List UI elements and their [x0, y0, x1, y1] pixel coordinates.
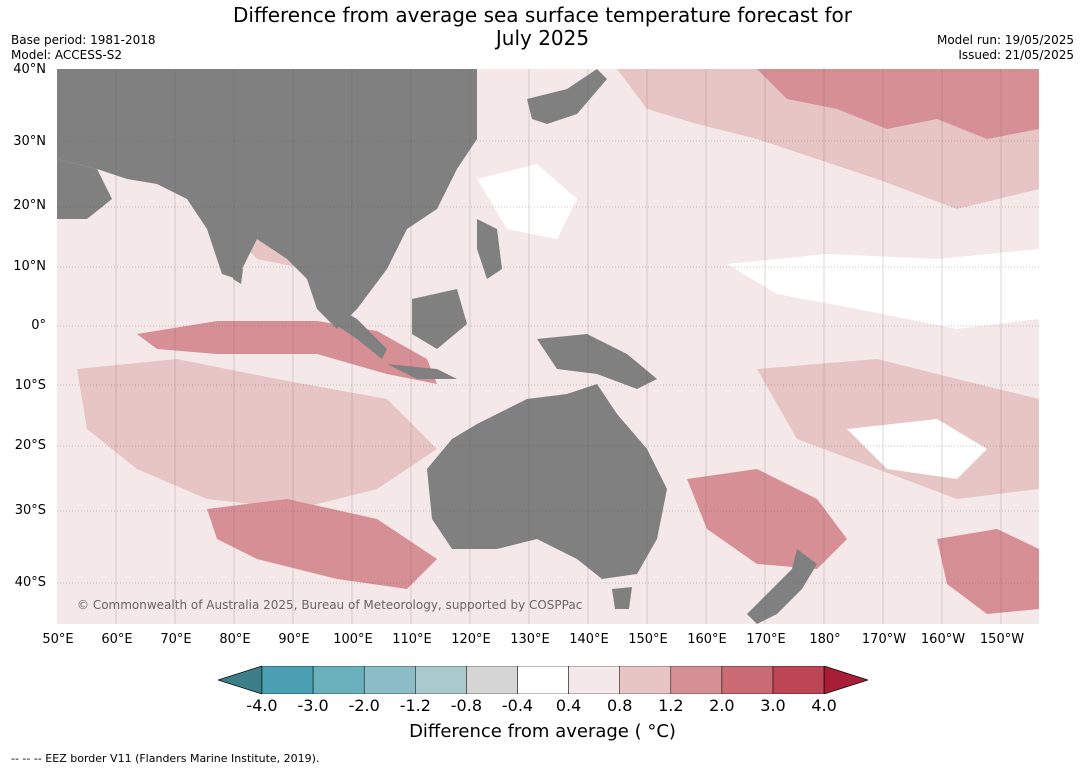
anomaly-neutral-westpacific	[477, 164, 577, 239]
lat-label: 10°S	[14, 378, 46, 393]
lon-label: 110°E	[392, 632, 432, 647]
colorbar-segment	[670, 666, 723, 694]
australia-land	[427, 384, 667, 579]
colorbar-segment	[721, 666, 774, 694]
run-info: Model run: 19/05/2025 Issued: 21/05/2025	[937, 33, 1074, 63]
colorbar-segment	[568, 666, 620, 694]
anomaly-neutral-central-pacific	[727, 249, 1039, 329]
anomaly-warm-indian	[77, 359, 437, 509]
colorbar-tick-label: 0.8	[606, 696, 633, 715]
lon-label: 60°E	[101, 632, 133, 647]
asia-land	[57, 69, 477, 329]
philippines-land	[477, 219, 502, 279]
colorbar-segment	[466, 666, 518, 694]
colorbar-tick-label: -0.8	[450, 696, 482, 715]
colorbar-tick-label: 4.0	[811, 696, 837, 715]
colorbar-tick-label: -4.0	[246, 696, 278, 715]
lat-label: 30°N	[13, 134, 46, 149]
borneo-land	[412, 289, 467, 349]
sst-anomaly-map	[57, 69, 1039, 624]
java-land	[387, 364, 457, 379]
japan-land	[527, 69, 607, 124]
map-canvas	[57, 69, 1039, 624]
colorbar-tick-label: 1.2	[658, 696, 684, 715]
lat-label: 40°N	[13, 62, 46, 77]
colorbar-tick-label: -3.0	[297, 696, 329, 715]
lon-label: 170°W	[861, 632, 907, 647]
lat-label: 20°N	[13, 198, 46, 213]
lat-label: 40°S	[14, 575, 46, 590]
anomaly-hot-southeast-pacific	[937, 529, 1039, 614]
colorbar-tick-label: 3.0	[760, 696, 786, 715]
lon-label: 70°E	[160, 632, 192, 647]
anomaly-neutral-south-pacific	[847, 419, 987, 479]
colorbar-arrow-low	[218, 666, 263, 694]
lon-label: 150°W	[979, 632, 1025, 647]
colorbar-segment	[517, 666, 569, 694]
colorbar-segment	[772, 666, 825, 694]
lon-label: 140°E	[569, 632, 609, 647]
map-title: Difference from average sea surface temp…	[0, 4, 1085, 50]
lon-label: 180°	[809, 632, 841, 647]
sumatra-land	[322, 299, 387, 359]
lat-label: 0°	[31, 318, 46, 333]
lon-label: 50°E	[42, 632, 74, 647]
colorbar-tick-label: 0.4	[555, 696, 582, 715]
colorbar-tick-label: 2.0	[709, 696, 735, 715]
model-run: Model run: 19/05/2025	[936, 33, 1074, 47]
colorbar-tick-label: -2.0	[348, 696, 380, 715]
colorbar-arrow-high	[823, 666, 868, 694]
issued-date: Issued: 21/05/2025	[958, 48, 1074, 62]
new-zealand-land	[747, 549, 817, 624]
sri-lanka-land	[233, 264, 243, 284]
anomaly-hot-south-indian	[207, 499, 437, 589]
lon-label: 80°E	[219, 632, 251, 647]
anomaly-hot-northpacific	[757, 69, 1039, 139]
lon-label: 160°W	[920, 632, 966, 647]
lon-label: 120°E	[451, 632, 491, 647]
colorbar-segment	[415, 666, 467, 694]
title-line-1: Difference from average sea surface temp…	[232, 3, 852, 27]
lon-label: 160°E	[687, 632, 727, 647]
lon-label: 130°E	[510, 632, 550, 647]
colorbar-title: Difference from average ( °C)	[409, 721, 676, 742]
arabia-land	[57, 159, 112, 219]
lat-label: 30°S	[14, 503, 46, 518]
lon-label: 170°E	[746, 632, 786, 647]
model-info: Base period: 1981-2018 Model: ACCESS-S2	[11, 33, 156, 63]
meridians	[115, 69, 1002, 624]
lon-label: 100°E	[333, 632, 373, 647]
copyright-notice: © Commonwealth of Australia 2025, Bureau…	[77, 598, 583, 612]
lat-label: 10°N	[13, 259, 46, 274]
colorbar-tick-label: -1.2	[399, 696, 431, 715]
colorbar-segment	[363, 666, 416, 694]
colorbar-segment	[619, 666, 672, 694]
colorbar-tick-label: -0.4	[501, 696, 534, 715]
anomaly-hot-tasman	[687, 469, 847, 569]
base-period: Base period: 1981-2018	[11, 33, 156, 47]
title-line-2: July 2025	[495, 26, 590, 50]
lon-label: 90°E	[278, 632, 310, 647]
colorbar	[218, 666, 868, 694]
new-guinea-land	[537, 334, 657, 389]
eez-footnote: -- -- -- EEZ border V11 (Flanders Marine…	[11, 752, 320, 765]
colorbar-segment	[312, 666, 365, 694]
lon-label: 150°E	[628, 632, 668, 647]
lat-label: 20°S	[14, 438, 46, 453]
tasmania-land	[612, 587, 632, 609]
colorbar-segment	[261, 666, 314, 694]
model-name: Model: ACCESS-S2	[11, 48, 123, 62]
